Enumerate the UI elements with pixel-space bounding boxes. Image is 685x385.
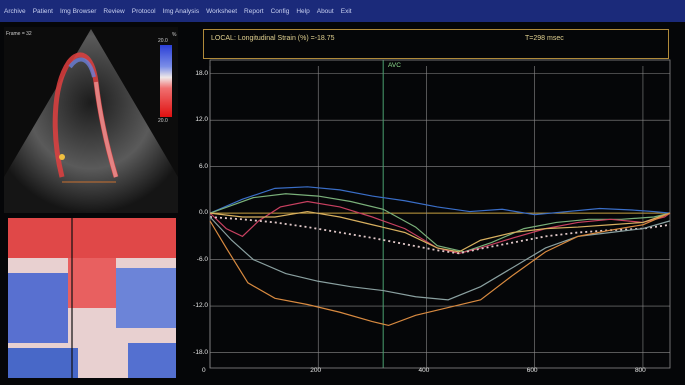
y-tick-label: 12.0: [195, 116, 208, 124]
strain-series-3: [209, 200, 671, 255]
strain-series-5: [209, 216, 671, 255]
menu-item-about[interactable]: About: [316, 7, 334, 15]
strain-series-1: [209, 186, 671, 216]
echo-image: [4, 27, 178, 213]
menu-item-patient[interactable]: Patient: [32, 7, 53, 15]
menu-item-review[interactable]: Review: [103, 7, 125, 15]
menu-bar: Archive Patient Img Browser Review Protocol I…: [0, 0, 685, 22]
plot-border: [209, 59, 671, 369]
menu-item-protocol[interactable]: Protocol: [131, 7, 156, 15]
colorbar-unit-label: %: [172, 32, 177, 38]
colorbar-bottom-label: 20.0: [158, 118, 168, 124]
menu-item-archive[interactable]: Archive: [4, 7, 26, 15]
frame-label: Frame = 32: [6, 31, 32, 37]
menu-item-config[interactable]: Config: [270, 7, 290, 15]
strain-trace-light: [94, 81, 118, 178]
strain-heatmap: [8, 218, 176, 378]
colorbar-top-label: 20.0: [158, 38, 168, 44]
strain-series-2: [209, 193, 671, 253]
menu-item-exit[interactable]: Exit: [340, 7, 352, 15]
y-tick-label: -6.0: [196, 255, 208, 263]
y-tick-label: -18.0: [193, 348, 208, 356]
strain-series-7: [209, 212, 671, 327]
echo-image-drawing: [4, 29, 178, 213]
x-tick-label: 800: [634, 367, 646, 374]
plot-header-frame: [203, 29, 669, 59]
avc-label: AVC: [388, 62, 401, 69]
echo-sector: [4, 29, 178, 213]
x-tick-label: 0: [202, 367, 206, 374]
x-tick-label: 200: [310, 367, 322, 374]
x-tick-label: 600: [526, 367, 538, 374]
menu-item-report[interactable]: Report: [244, 7, 264, 15]
time-readout: T=298 msec: [525, 35, 564, 42]
strain-series-4: [209, 210, 671, 253]
menu-item-worksheet[interactable]: Worksheet: [206, 7, 238, 15]
heatmap-drawing: [8, 218, 176, 378]
x-tick-label: 400: [418, 367, 430, 374]
strain-trace-blue: [68, 57, 96, 78]
menu-item-help[interactable]: Help: [296, 7, 310, 15]
menu-item-img-browser[interactable]: Img Browser: [59, 7, 97, 15]
y-tick-label: 6.0: [198, 162, 208, 170]
y-tick-label: -12.0: [193, 302, 208, 310]
plot-title: LOCAL: Longitudinal Strain (%) =-18.75: [211, 35, 335, 42]
y-tick-label: 0.0: [198, 209, 208, 217]
menu-item-img-analysis[interactable]: Img Analysis: [162, 7, 200, 15]
y-tick-label: 18.0: [195, 69, 208, 77]
tracking-point: [59, 154, 65, 160]
strain-colorbar: [160, 45, 172, 117]
strain-series-6: [209, 216, 671, 301]
